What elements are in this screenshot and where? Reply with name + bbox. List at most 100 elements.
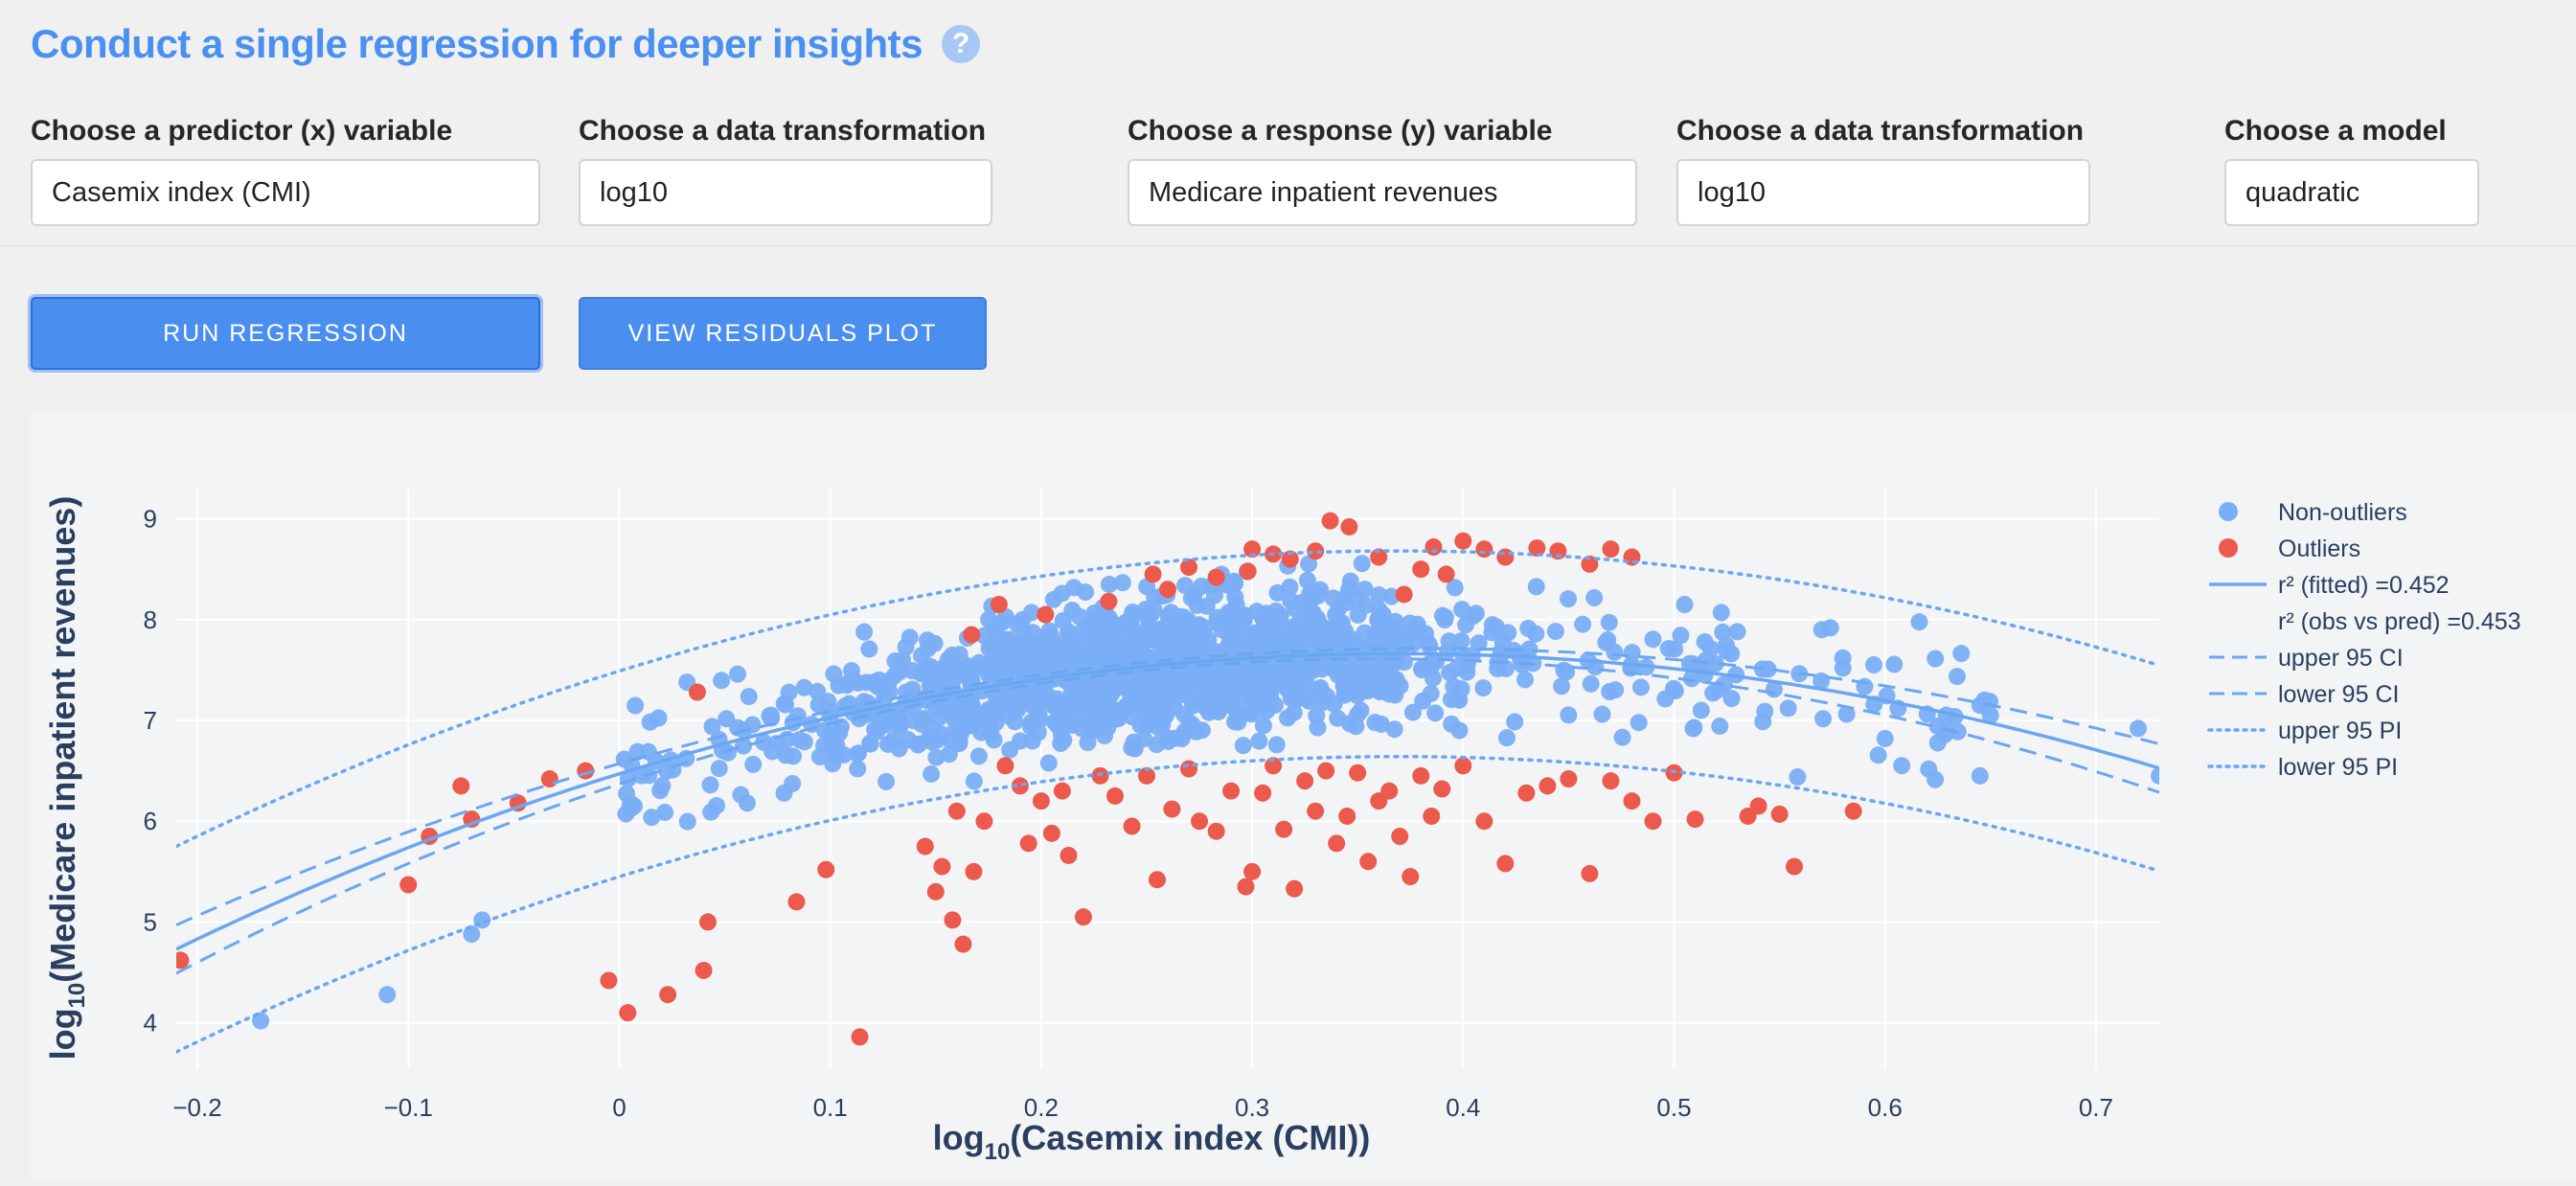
non-outlier-point bbox=[1593, 705, 1611, 723]
non-outlier-point bbox=[678, 812, 696, 831]
non-outlier-point bbox=[824, 738, 842, 756]
non-outlier-point bbox=[1001, 741, 1019, 759]
non-outlier-point bbox=[1309, 586, 1327, 604]
outlier-point bbox=[1391, 828, 1409, 845]
non-outlier-point bbox=[919, 640, 937, 658]
non-outlier-point bbox=[1656, 690, 1675, 708]
x-transform-label: Choose a data transformation bbox=[579, 115, 987, 147]
regression-chart[interactable]: −0.2 −0.1 0 0.1 0.2 0.3 0.4 0.5 0.6 0.7 4 5 6 7 8 9 log… bbox=[31, 410, 2576, 1181]
predictor-control: Choose a predictor (x) variable Casemix … bbox=[31, 115, 540, 226]
outlier-point bbox=[1207, 822, 1225, 840]
non-outlier-point bbox=[1239, 667, 1257, 685]
non-outlier-point bbox=[728, 665, 746, 683]
non-outlier-point bbox=[1676, 596, 1694, 613]
non-outlier-point bbox=[1308, 707, 1326, 725]
legend-item[interactable]: upper 95 PI bbox=[2207, 718, 2402, 744]
non-outlier-point bbox=[738, 794, 756, 812]
non-outlier-point bbox=[1250, 732, 1268, 750]
model-select[interactable]: quadratic bbox=[2224, 159, 2479, 226]
view-residuals-button[interactable]: VIEW RESIDUALS PLOT bbox=[579, 297, 987, 370]
non-outlier-point bbox=[1403, 703, 1422, 721]
non-outlier-point bbox=[1022, 604, 1040, 622]
non-outlier-point bbox=[1834, 649, 1852, 667]
non-outlier-point bbox=[1101, 710, 1119, 728]
legend-item[interactable]: Outliers bbox=[2219, 536, 2360, 562]
non-outlier-point bbox=[1516, 671, 1535, 689]
non-outlier-point bbox=[1630, 714, 1648, 732]
lower-ci-line bbox=[176, 657, 2159, 975]
non-outlier-point bbox=[775, 695, 793, 713]
legend-item[interactable]: lower 95 PI bbox=[2207, 754, 2398, 781]
legend-item[interactable]: lower 95 CI bbox=[2209, 681, 2399, 708]
non-outlier-point bbox=[1574, 615, 1592, 633]
outlier-point bbox=[1380, 782, 1399, 800]
non-outlier-point bbox=[819, 693, 837, 711]
outlier-point bbox=[954, 935, 972, 953]
run-regression-button[interactable]: RUN REGRESSION bbox=[31, 297, 540, 370]
non-outlier-point bbox=[1712, 604, 1730, 622]
non-outlier-point bbox=[735, 737, 753, 755]
y-transform-control: Choose a data transformation log10 bbox=[1676, 115, 2090, 226]
non-outlier-point bbox=[1885, 655, 1904, 673]
non-outlier-point bbox=[1308, 615, 1326, 633]
x-tick-label: 0.7 bbox=[2079, 1093, 2113, 1122]
non-outlier-point bbox=[1163, 682, 1181, 700]
legend-item[interactable]: upper 95 CI bbox=[2209, 645, 2404, 672]
plot-area bbox=[176, 489, 2159, 1068]
non-outlier-point bbox=[1064, 579, 1083, 597]
x-tick-label: 0.1 bbox=[813, 1093, 848, 1122]
outlier-point bbox=[1307, 542, 1325, 560]
legend-item[interactable]: r² (fitted) =0.452 bbox=[2209, 572, 2450, 599]
non-outlier-point bbox=[1113, 574, 1131, 592]
non-outlier-point bbox=[762, 708, 780, 726]
help-icon[interactable]: ? bbox=[942, 25, 981, 63]
outlier-point bbox=[1786, 857, 1804, 876]
outlier-point bbox=[1296, 772, 1314, 790]
y-tick-label: 7 bbox=[144, 706, 157, 735]
outlier-point bbox=[926, 882, 945, 901]
legend-label: r² (fitted) =0.452 bbox=[2278, 572, 2450, 599]
non-outlier-point bbox=[2151, 766, 2159, 785]
outlier-point bbox=[1370, 548, 1388, 566]
y-transform-select[interactable]: log10 bbox=[1676, 159, 2090, 226]
outlier-point bbox=[1163, 800, 1181, 818]
non-outlier-point bbox=[1243, 638, 1262, 656]
non-outlier-point bbox=[1506, 713, 1524, 731]
outlier-point bbox=[1412, 560, 1430, 579]
x-tick-label: −0.2 bbox=[172, 1093, 221, 1122]
non-outlier-point bbox=[1789, 768, 1807, 787]
x-transform-select[interactable]: log10 bbox=[579, 159, 992, 226]
outlier-point bbox=[1060, 846, 1078, 864]
non-outlier-point bbox=[1076, 629, 1094, 648]
outlier-point bbox=[695, 961, 713, 979]
outlier-point bbox=[1475, 540, 1493, 559]
legend-item[interactable]: Non-outliers bbox=[2219, 499, 2407, 526]
non-outlier-point bbox=[1132, 627, 1151, 645]
outlier-point bbox=[1496, 548, 1515, 566]
non-outlier-point bbox=[1081, 720, 1099, 739]
legend-item[interactable]: r² (obs vs pred) =0.453 bbox=[2278, 608, 2521, 635]
outlier-point bbox=[1243, 540, 1262, 559]
non-outlier-point bbox=[777, 746, 795, 764]
non-outlier-point bbox=[860, 640, 878, 658]
non-outlier-point bbox=[1136, 601, 1154, 619]
non-outlier-point bbox=[861, 734, 879, 752]
non-outlier-point bbox=[1115, 644, 1133, 662]
outlier-point bbox=[1123, 817, 1141, 835]
chart-legend[interactable]: Non-outliers Outliers r² (fitted) =0.452 r²… bbox=[2207, 499, 2521, 781]
non-outlier-point bbox=[1023, 732, 1041, 750]
non-outlier-point bbox=[1205, 586, 1223, 604]
section-title: Conduct a single regression for deeper i… bbox=[31, 21, 923, 66]
predictor-select[interactable]: Casemix index (CMI) bbox=[31, 159, 540, 226]
outlier-point bbox=[1106, 787, 1124, 805]
non-outlier-point bbox=[1753, 660, 1771, 678]
legend-label: r² (obs vs pred) =0.453 bbox=[2278, 608, 2521, 635]
non-outlier-point bbox=[651, 782, 670, 800]
outlier-point bbox=[1454, 757, 1472, 775]
response-select[interactable]: Medicare inpatient revenues bbox=[1128, 159, 1637, 226]
non-outlier-point bbox=[1193, 577, 1211, 595]
non-outlier-point bbox=[1255, 610, 1273, 628]
non-outlier-point bbox=[1123, 607, 1141, 626]
non-outlier-point bbox=[795, 678, 813, 696]
non-outlier-point bbox=[900, 628, 919, 647]
